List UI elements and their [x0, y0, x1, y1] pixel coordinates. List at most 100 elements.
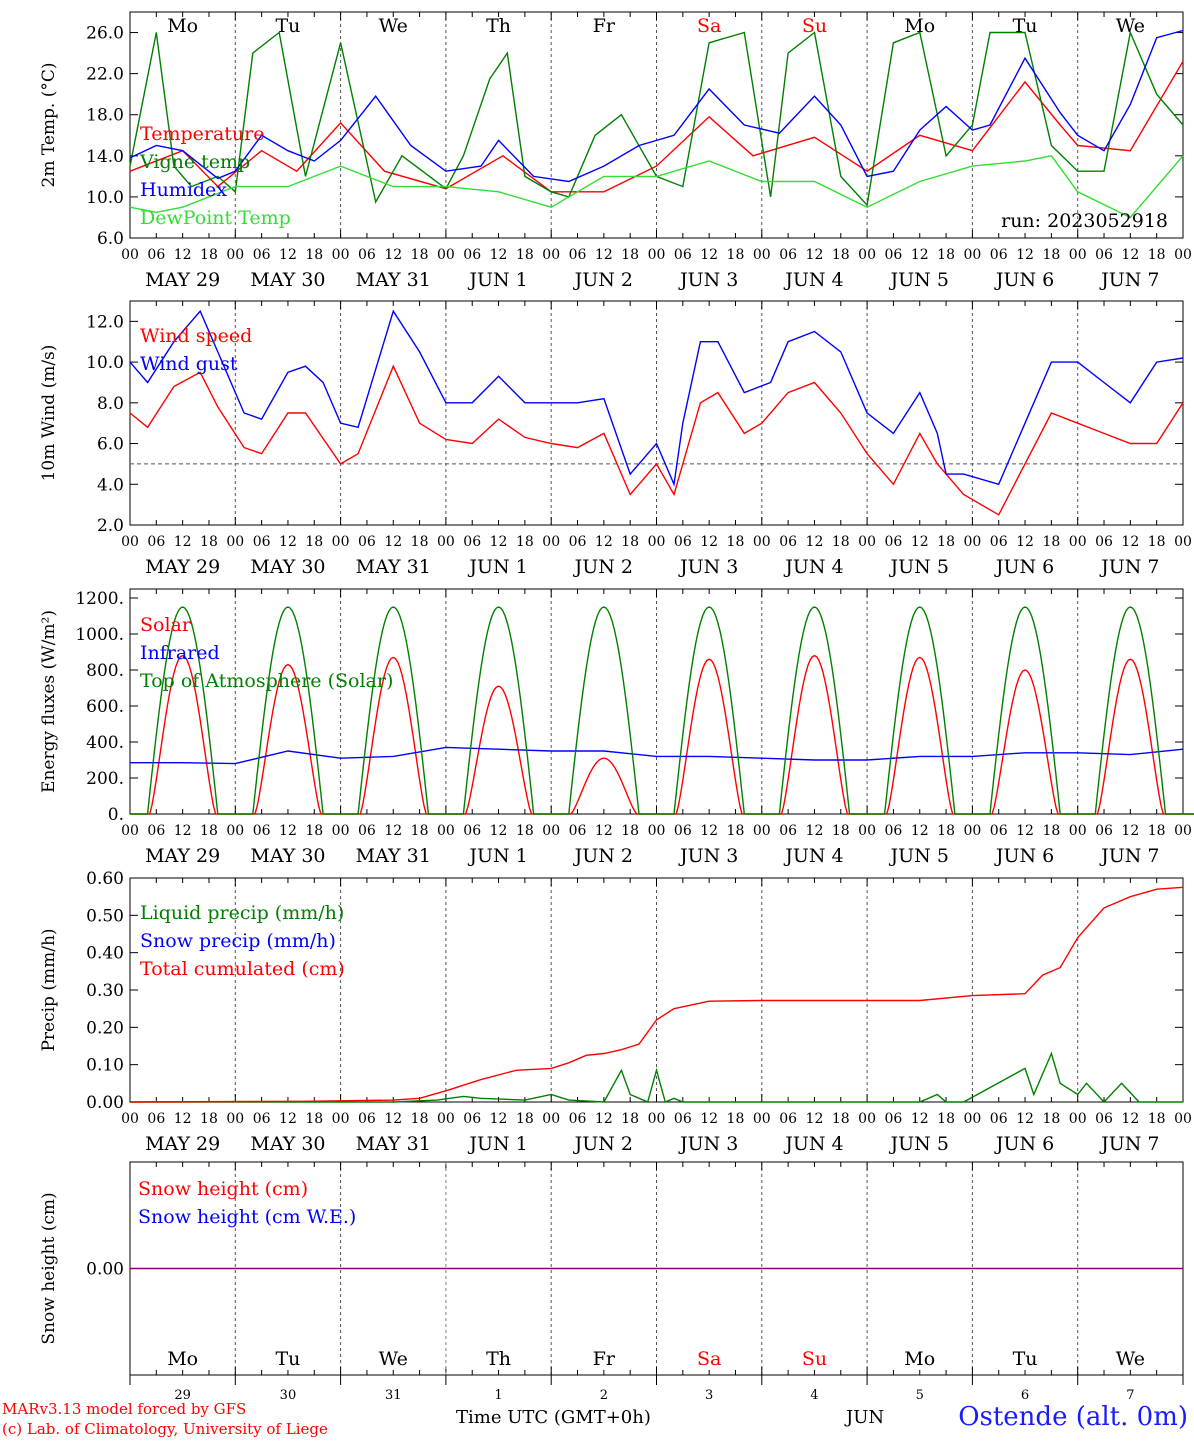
hour-tick-label: 06 [779, 247, 797, 263]
hour-tick-label: 12 [279, 534, 297, 550]
hour-tick-label: 00 [858, 247, 876, 263]
weekday-label: Sa [697, 15, 721, 37]
y-tick-label: 6.0 [97, 435, 124, 455]
panel-4: 0.00 0.10 0.20 0.30 0.40 0.50 0.60 Precip (mm/h… [39, 869, 1192, 1155]
weekday-label: Tu [275, 1348, 300, 1370]
hour-tick-label: 00 [437, 1111, 455, 1127]
hour-tick-label: 12 [595, 823, 613, 839]
legend-entry: Vigne temp [139, 151, 250, 173]
date-label: JUN 1 [467, 556, 527, 578]
date-label: JUN 7 [1099, 269, 1159, 291]
weekday-label: Mo [167, 15, 198, 37]
hour-tick-label: 06 [358, 1111, 376, 1127]
date-label: JUN 5 [889, 269, 949, 291]
legend-entry: Liquid precip (mm/h) [140, 902, 344, 924]
y-tick-label: 600. [86, 697, 124, 717]
hour-tick-label: 18 [1042, 534, 1060, 550]
hour-tick-label: 06 [674, 534, 692, 550]
date-label: JUN 5 [889, 556, 949, 578]
hour-tick-label: 12 [911, 823, 929, 839]
date-label: MAY 29 [145, 845, 220, 867]
day-number-label: 29 [174, 1388, 191, 1403]
hour-tick-label: 06 [463, 247, 481, 263]
date-label: MAY 31 [356, 556, 431, 578]
run-label: run: 2023052918 [1001, 210, 1168, 232]
hour-tick-label: 18 [621, 823, 639, 839]
legend-entry: Wind speed [140, 325, 252, 347]
date-label: JUN 2 [573, 1133, 633, 1155]
y-tick-label: 18.0 [86, 106, 124, 126]
hour-tick-label: 06 [779, 534, 797, 550]
hour-tick-label: 12 [490, 534, 508, 550]
hour-tick-label: 18 [1148, 823, 1166, 839]
date-label: JUN 3 [678, 556, 738, 578]
y-tick-label: 0.10 [86, 1056, 124, 1076]
hour-tick-label: 18 [516, 534, 534, 550]
weekday-label: We [1116, 1348, 1145, 1370]
hour-tick-label: 06 [147, 823, 165, 839]
date-label: MAY 30 [250, 845, 325, 867]
day-number-label: 5 [916, 1388, 924, 1403]
hour-tick-label: 00 [121, 1111, 139, 1127]
hour-tick-label: 00 [858, 823, 876, 839]
hour-tick-label: 00 [332, 1111, 350, 1127]
hour-tick-label: 06 [885, 534, 903, 550]
hour-tick-label: 06 [569, 534, 587, 550]
hour-tick-label: 00 [332, 534, 350, 550]
hour-tick-label: 12 [806, 534, 824, 550]
hour-tick-label: 06 [1095, 823, 1113, 839]
hour-tick-label: 18 [832, 1111, 850, 1127]
date-label: JUN 5 [889, 1133, 949, 1155]
hour-tick-label: 06 [253, 247, 271, 263]
hour-tick-label: 12 [806, 247, 824, 263]
hour-tick-label: 06 [569, 823, 587, 839]
weekday-label: Su [802, 1348, 827, 1370]
hour-tick-label: 06 [674, 823, 692, 839]
y-tick-label: 0.50 [86, 906, 124, 926]
y-tick-label: 0.00 [86, 1260, 124, 1280]
hour-tick-label: 00 [1069, 534, 1087, 550]
hour-tick-label: 12 [1016, 534, 1034, 550]
hour-tick-label: 00 [963, 247, 981, 263]
date-label: JUN 4 [783, 556, 843, 578]
legend-entry: Infrared [140, 642, 220, 664]
y-tick-label: 0.40 [86, 944, 124, 964]
hour-tick-label: 06 [253, 1111, 271, 1127]
hour-tick-label: 00 [332, 247, 350, 263]
hour-tick-label: 18 [200, 823, 218, 839]
hour-tick-label: 12 [700, 1111, 718, 1127]
hour-tick-label: 12 [490, 823, 508, 839]
hour-tick-label: 12 [911, 534, 929, 550]
hour-tick-label: 18 [305, 823, 323, 839]
day-number-label: 3 [705, 1388, 713, 1403]
hour-tick-label: 00 [226, 823, 244, 839]
hour-tick-label: 12 [1121, 823, 1139, 839]
hour-tick-label: 00 [648, 823, 666, 839]
hour-tick-label: 18 [727, 247, 745, 263]
y-tick-label: 22.0 [86, 65, 124, 85]
hour-tick-label: 18 [200, 247, 218, 263]
hour-tick-label: 12 [806, 1111, 824, 1127]
date-label: JUN 4 [783, 1133, 843, 1155]
legend-entry: Wind gust [140, 353, 238, 375]
hour-tick-label: 18 [305, 247, 323, 263]
hour-tick-label: 00 [437, 823, 455, 839]
hour-tick-label: 12 [279, 823, 297, 839]
day-number-label: 6 [1021, 1388, 1029, 1403]
weekday-label: Tu [275, 15, 300, 37]
date-label: MAY 31 [356, 845, 431, 867]
series-line-liquid-precip-mm-h- [130, 1051, 1183, 1104]
date-label: JUN 7 [1099, 845, 1159, 867]
date-label: JUN 4 [783, 845, 843, 867]
series-line-wind-gust [129, 309, 1184, 487]
hour-tick-label: 18 [621, 534, 639, 550]
hour-tick-label: 18 [937, 534, 955, 550]
legend-entry: Temperature [140, 123, 264, 145]
hour-tick-label: 18 [411, 534, 429, 550]
hour-tick-label: 12 [1016, 1111, 1034, 1127]
hour-tick-label: 18 [200, 534, 218, 550]
hour-tick-label: 00 [963, 534, 981, 550]
legend-entry: Solar [140, 614, 192, 636]
date-label: MAY 31 [356, 1133, 431, 1155]
hour-tick-label: 18 [411, 823, 429, 839]
